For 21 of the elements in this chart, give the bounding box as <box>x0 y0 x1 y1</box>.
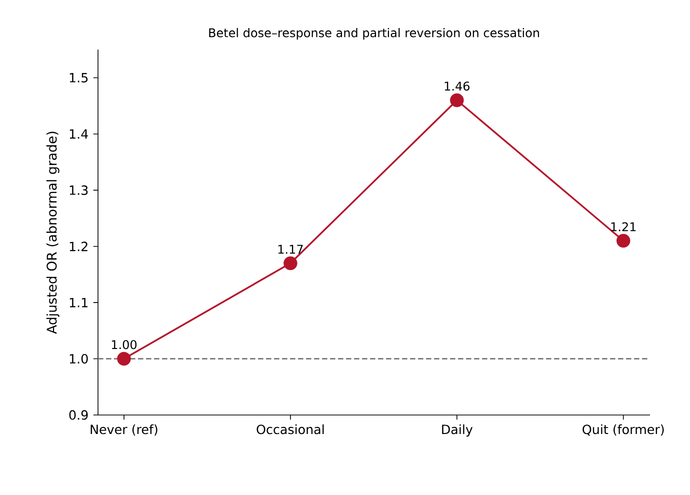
x-tick-label: Daily <box>442 424 473 437</box>
data-label: 1.21 <box>611 222 636 232</box>
data-label: 1.17 <box>278 244 303 254</box>
point <box>616 234 630 248</box>
y-tick-label: 1.3 <box>70 185 88 195</box>
y-tick-label: 1.0 <box>70 354 88 364</box>
y-axis-title: Adjusted OR (abnormal grade) <box>46 132 60 334</box>
data-label: 1.00 <box>112 340 137 350</box>
point <box>117 352 131 366</box>
x-tick-label: Quit (former) <box>582 424 664 436</box>
x-tick-label: Occasional <box>256 424 324 434</box>
y-tick-label: 1.5 <box>70 73 88 82</box>
data-label: 1.46 <box>444 82 470 91</box>
point <box>284 256 298 270</box>
y-tick-label: 1.2 <box>70 242 88 252</box>
x-tick-label: Never (ref) <box>90 424 158 436</box>
y-tick-label: 0.9 <box>69 410 88 420</box>
point <box>450 93 464 108</box>
chart-title: Betel dose–response and partial reversion on cessation <box>209 28 539 40</box>
y-tick-label: 1.1 <box>70 298 88 308</box>
y-tick-label: 1.4 <box>70 129 88 139</box>
